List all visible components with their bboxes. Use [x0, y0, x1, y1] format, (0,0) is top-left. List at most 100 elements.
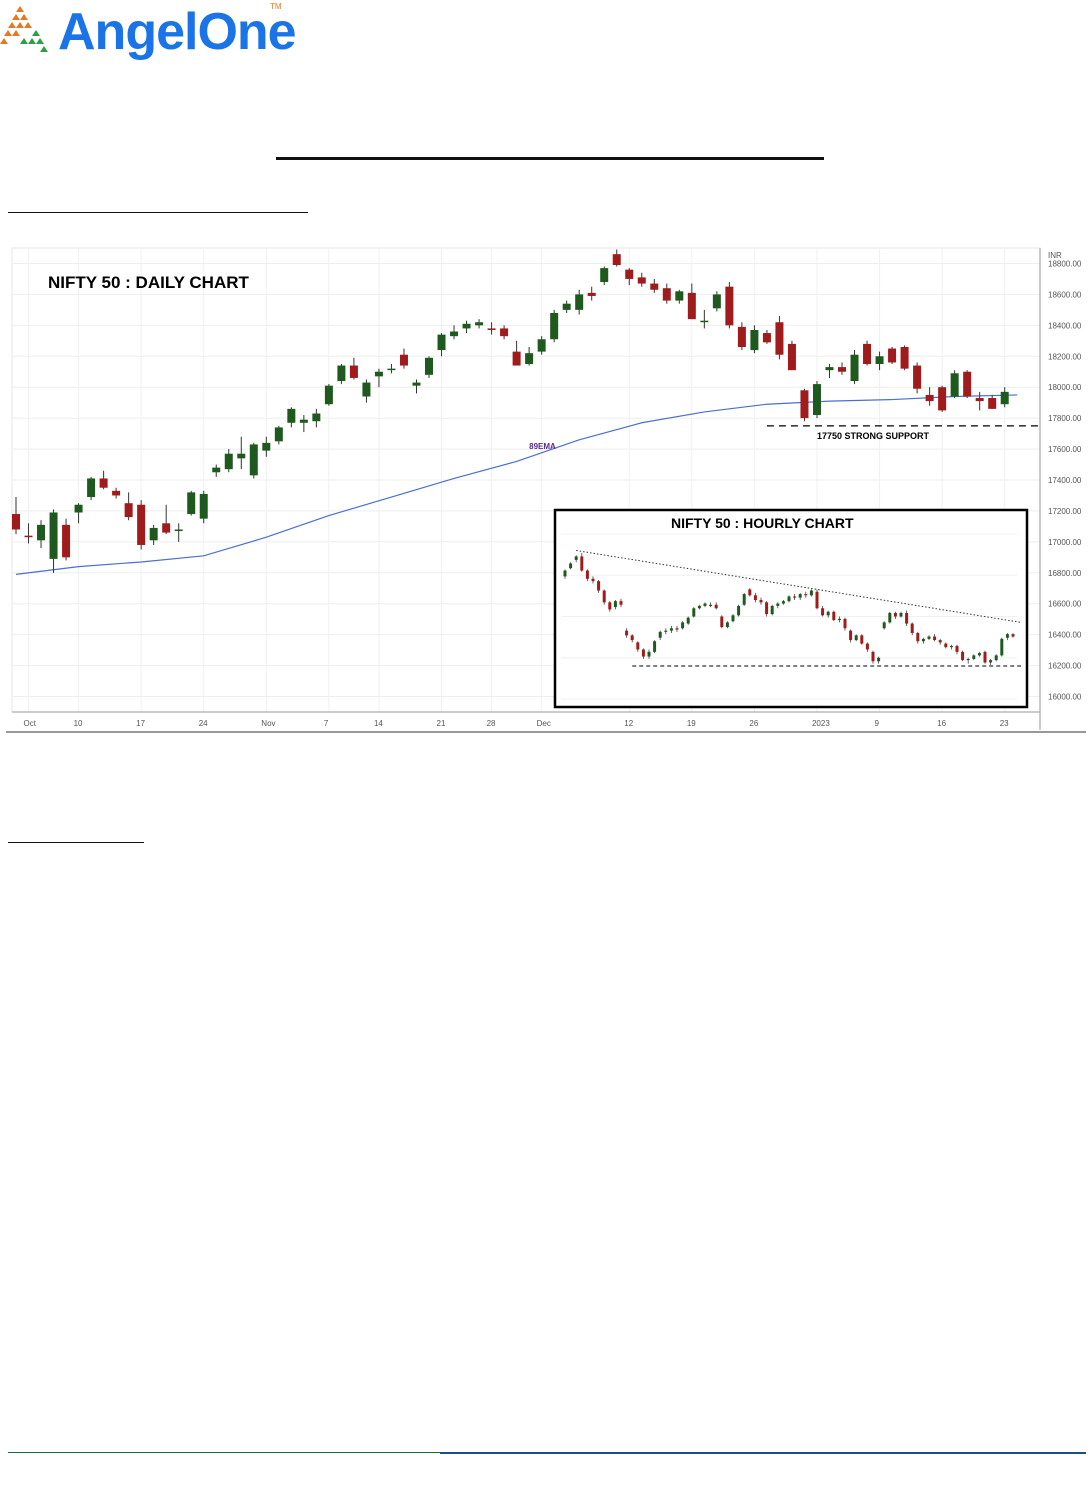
x-tick-label: 28 — [487, 719, 496, 728]
inset-candle-body — [619, 601, 623, 605]
inset-candle-body — [753, 595, 757, 600]
y-tick-label: 18400.00 — [1048, 321, 1082, 330]
inset-candle-body — [748, 589, 752, 596]
candle-body — [24, 535, 33, 538]
candle-body — [838, 367, 847, 372]
inset-candle-body — [658, 631, 662, 638]
inset-candle-body — [843, 618, 847, 629]
inset-candle-body — [737, 605, 741, 616]
inset-candle-body — [882, 622, 886, 629]
candle-body — [112, 490, 121, 496]
brand-name: AngelOne — [58, 2, 297, 62]
inset-candle-body — [681, 622, 685, 629]
inset-frame — [553, 508, 1029, 709]
y-tick-label: 16000.00 — [1048, 693, 1082, 702]
x-tick-label: Dec — [537, 719, 551, 728]
y-tick-label: 18600.00 — [1048, 290, 1082, 299]
candle-body — [299, 419, 308, 423]
title-underline — [276, 157, 824, 160]
candle-body — [700, 320, 709, 323]
inset-candle-body — [720, 616, 724, 628]
inset-candle-body — [804, 594, 808, 596]
candle-body — [537, 339, 546, 352]
inset-candle-body — [994, 655, 998, 661]
candle-body — [575, 294, 584, 310]
candle-body — [475, 322, 484, 326]
inset-candle-body — [563, 570, 567, 577]
x-tick-label: 19 — [687, 719, 696, 728]
candle-body — [712, 294, 721, 309]
inset-candle-body — [580, 556, 584, 571]
x-tick-label: 23 — [1000, 719, 1009, 728]
candle-body — [850, 354, 859, 382]
inset-candle-body — [849, 630, 853, 641]
inset-candle-body — [692, 608, 696, 617]
inset-candle-body — [927, 636, 931, 639]
inset-candle-body — [714, 604, 718, 609]
inset-candle-body — [608, 602, 612, 610]
chart-canvas: 18800.00 18600.00 18400.00 18200.00 18000.00… — [6, 247, 1086, 733]
inset-candle-body — [613, 601, 617, 608]
candle-body — [737, 326, 746, 347]
x-tick-label: 12 — [624, 719, 633, 728]
candle-body — [913, 365, 922, 389]
inset-candle-body — [765, 602, 769, 615]
inset-candle-body — [921, 638, 925, 642]
inset-candle-body — [703, 603, 707, 606]
y-tick-label: 17800.00 — [1048, 414, 1082, 423]
y-tick-label: 18200.00 — [1048, 352, 1082, 361]
candle-body — [187, 492, 196, 515]
candle-body — [612, 254, 621, 266]
inset-candle-body — [686, 617, 690, 624]
currency-label: INR — [1048, 251, 1062, 260]
inset-candle-body — [871, 651, 875, 662]
candle-body — [224, 453, 233, 470]
candle-body — [287, 408, 296, 423]
candle-body — [963, 371, 972, 397]
candle-body — [550, 312, 559, 340]
candle-body — [787, 343, 796, 371]
x-tick-label: 9 — [875, 719, 880, 728]
inset-candle-body — [1000, 638, 1004, 656]
candle-body — [337, 365, 346, 382]
inset-candle-body — [826, 611, 830, 616]
candle-body — [437, 334, 446, 351]
candle-body — [387, 368, 396, 371]
candle-body — [212, 467, 221, 473]
candle-body — [762, 333, 771, 343]
inset-candle-body — [709, 604, 713, 606]
angel-one-logo-mark — [0, 6, 48, 52]
inset-candle-body — [787, 596, 791, 602]
inset-candle-body — [821, 608, 825, 616]
inset-candle-body — [625, 630, 629, 636]
candle-body — [925, 394, 934, 402]
y-tick-label: 18000.00 — [1048, 383, 1082, 392]
candle-body — [675, 291, 684, 301]
inset-candle-body — [653, 641, 657, 652]
x-tick-label: 7 — [324, 719, 329, 728]
inset-candle-body — [888, 612, 892, 623]
y-tick-label: 17200.00 — [1048, 507, 1082, 516]
candle-body — [975, 398, 984, 402]
candle-body — [900, 346, 909, 369]
support-label: 17750 STRONG SUPPORT — [817, 431, 930, 441]
candle-body — [462, 323, 471, 329]
candle-body — [174, 529, 183, 532]
angel-one-logo: AngelOne TM — [0, 0, 300, 62]
candle-body — [750, 329, 759, 351]
footer-rule-green — [8, 1452, 440, 1453]
x-tick-label: Oct — [24, 719, 37, 728]
candle-body — [725, 286, 734, 326]
candle-body — [525, 353, 534, 364]
inset-candle-body — [647, 651, 651, 657]
candle-body — [988, 398, 997, 409]
inset-candle-body — [809, 590, 813, 596]
brand-name-part1: Angel — [58, 3, 198, 61]
inset-candle-body — [905, 612, 909, 624]
inset-candle-body — [977, 653, 981, 656]
candle-body — [662, 288, 671, 301]
section-underline-2 — [8, 842, 144, 843]
inset-candle-body — [899, 612, 903, 617]
candle-body — [12, 514, 20, 530]
inset-candle-body — [793, 596, 797, 598]
